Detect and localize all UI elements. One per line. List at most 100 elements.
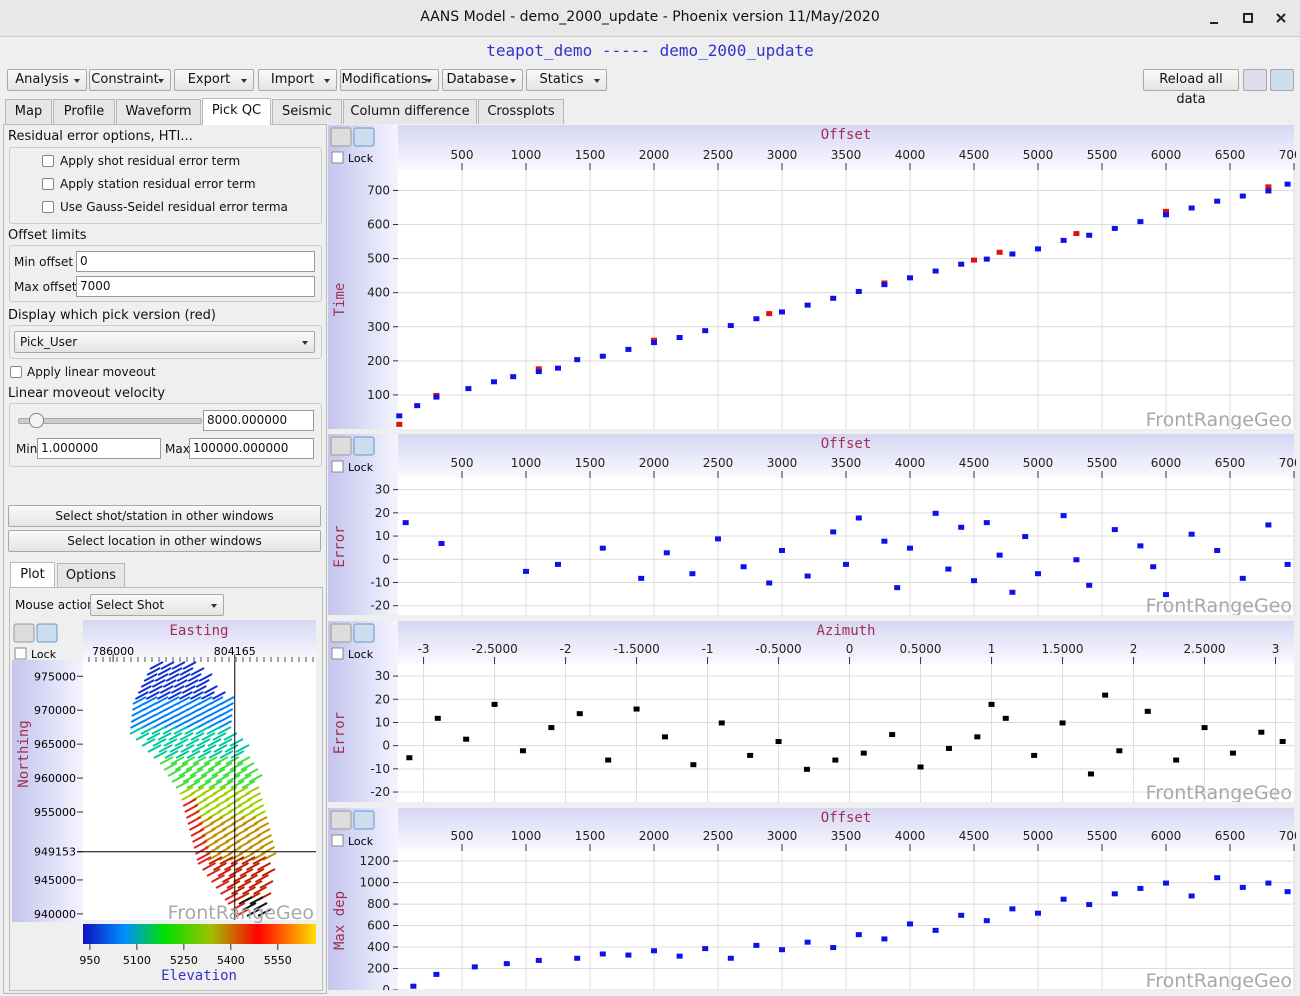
point (1060, 896, 1067, 902)
lock-checkbox[interactable] (331, 647, 344, 660)
menu-button[interactable]: Analysis (7, 69, 87, 91)
point (1144, 708, 1151, 714)
station-line (250, 868, 265, 877)
y-tick-label: 945000 (34, 874, 76, 887)
camera-button[interactable] (353, 127, 375, 147)
lock-checkbox[interactable] (331, 834, 344, 847)
reload-button[interactable]: Reload all data (1143, 69, 1239, 107)
plot-tab-frame (9, 587, 323, 991)
min-offset-input[interactable]: 0 (76, 251, 315, 272)
station-line (151, 726, 166, 735)
point (907, 275, 913, 281)
station-line (153, 708, 168, 717)
station-line (163, 720, 178, 729)
point (491, 701, 498, 707)
checkbox-label[interactable]: Apply shot residual error term (60, 154, 241, 168)
station-line (207, 720, 222, 729)
lock-checkbox[interactable] (331, 460, 344, 473)
menu-button[interactable]: Modifications (340, 69, 439, 91)
checkbox[interactable] (42, 155, 54, 167)
x-axis-title: Offset (821, 127, 872, 143)
mouse-dropdown[interactable]: Select Shot (90, 594, 224, 616)
tab[interactable]: Column difference (343, 99, 477, 124)
station-line (185, 762, 200, 771)
tab-active[interactable]: Pick QC (202, 98, 271, 125)
x-tick-label: 3000 (767, 829, 798, 843)
action-button[interactable]: Select location in other windows (8, 530, 321, 552)
station-line (192, 834, 206, 843)
action-button[interactable]: Select shot/station in other windows (8, 505, 321, 527)
station-line (140, 679, 155, 688)
x-axis-band (83, 620, 316, 662)
checkbox[interactable] (42, 201, 54, 213)
point (1188, 205, 1195, 211)
y-tick-label: 800 (367, 897, 390, 911)
station-line (212, 732, 227, 741)
subtab-active[interactable]: Plot (10, 562, 55, 587)
point (804, 573, 811, 579)
station-line (142, 708, 157, 717)
station-line (168, 667, 183, 676)
camera-button[interactable] (353, 810, 375, 830)
menu-button[interactable]: Export (174, 69, 254, 91)
pick-dropdown[interactable]: Pick_User (14, 331, 315, 353)
point (433, 971, 440, 977)
point (1111, 891, 1118, 897)
subtab[interactable]: Options (57, 563, 125, 588)
station-line (179, 786, 194, 795)
station-line (200, 691, 215, 700)
tab[interactable]: Crossplots (478, 99, 564, 124)
x-tick-label: 6000 (1151, 456, 1182, 470)
station-line (142, 702, 157, 711)
point (1086, 232, 1093, 238)
camera-button[interactable] (1243, 69, 1267, 91)
camera-button[interactable] (330, 623, 352, 643)
max-input[interactable]: 100000.000000 (189, 438, 314, 459)
tab[interactable]: Seismic (272, 99, 342, 124)
camera-button[interactable] (353, 623, 375, 643)
station-line (196, 720, 211, 729)
station-line (185, 738, 200, 747)
checkbox-label[interactable]: Apply station residual error term (60, 177, 256, 191)
camera-button[interactable] (36, 623, 58, 643)
camera-button[interactable] (1270, 69, 1294, 91)
point (1265, 880, 1272, 886)
checkbox-label[interactable]: Apply linear moveout (27, 365, 156, 379)
station-line (206, 868, 221, 877)
station-line (224, 744, 239, 753)
watermark: FrontRangeGeo (168, 902, 314, 924)
min-input[interactable]: 1.000000 (37, 438, 161, 459)
camera-button[interactable] (13, 623, 35, 643)
menu-button[interactable]: Import (258, 69, 337, 91)
checkbox[interactable] (10, 366, 22, 378)
tab[interactable]: Map (5, 99, 52, 124)
camera-button[interactable] (330, 127, 352, 147)
slider-handle[interactable] (29, 413, 44, 428)
station-line (229, 738, 244, 747)
menu-button[interactable]: Database (442, 69, 523, 91)
tab[interactable]: Profile (53, 99, 115, 124)
station-line (175, 780, 190, 789)
station-line (152, 714, 167, 723)
window-controls[interactable] (1200, 8, 1295, 28)
menu-button[interactable]: Constraint (89, 69, 171, 91)
station-line (261, 868, 276, 877)
menu-button[interactable]: Statics (526, 69, 607, 91)
lock-checkbox[interactable] (331, 151, 344, 164)
plot-panel: Offset 500 1000 1500 2000 2500 3000 3500 4000 450… (328, 434, 1296, 615)
max-offset-input[interactable]: 7000 (76, 276, 315, 297)
checkbox[interactable] (42, 178, 54, 190)
lock-checkbox[interactable] (14, 647, 27, 660)
station-line (225, 756, 240, 765)
checkbox-label[interactable]: Use Gauss-Seidel residual error terma (60, 200, 288, 214)
camera-button[interactable] (330, 436, 352, 456)
point (576, 711, 583, 717)
velocity-input[interactable]: 8000.000000 (203, 410, 314, 431)
point (1284, 561, 1291, 567)
tab[interactable]: Waveform (116, 99, 201, 124)
camera-button[interactable] (330, 810, 352, 830)
station-line (252, 856, 267, 865)
point (1137, 543, 1144, 549)
camera-button[interactable] (353, 436, 375, 456)
